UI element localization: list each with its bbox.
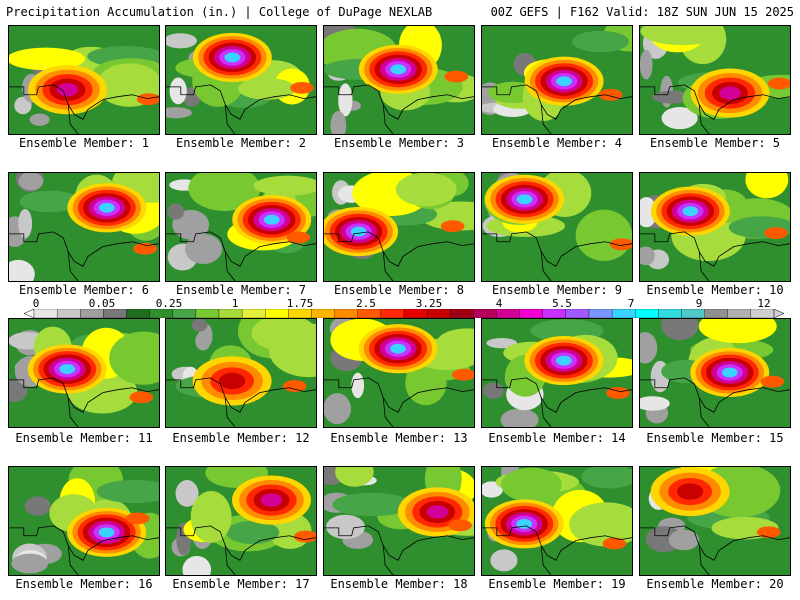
ensemble-member-map [481, 318, 633, 428]
legend-tick-label: 0.25 [155, 297, 183, 310]
ensemble-member-map [165, 318, 317, 428]
legend-swatch [403, 309, 428, 318]
ensemble-member-label: Ensemble Member: 20 [646, 577, 784, 591]
model-valid-time: 00Z GEFS | F162 Valid: 18Z SUN JUN 15 20… [490, 5, 794, 19]
ensemble-member-label: Ensemble Member: 16 [15, 577, 153, 591]
legend-swatch [126, 309, 150, 318]
legend-tick-label: 4 [495, 297, 503, 310]
legend-tick-label: 2.5 [356, 297, 376, 310]
legend-swatch [311, 309, 335, 318]
legend-swatch [380, 309, 405, 318]
ensemble-member-map [323, 466, 475, 576]
ensemble-member-label: Ensemble Member: 12 [172, 431, 310, 445]
ensemble-member-map [639, 318, 791, 428]
ensemble-member-map [481, 25, 633, 135]
ensemble-member-map [8, 466, 160, 576]
ensemble-member-map [323, 172, 475, 282]
legend-swatch [56, 309, 81, 318]
legend-swatch [611, 309, 636, 318]
legend-swatch [588, 309, 613, 318]
legend-swatch [195, 309, 220, 318]
legend-tick-label: 5.5 [552, 297, 572, 310]
ensemble-member-label: Ensemble Member: 8 [333, 283, 465, 297]
legend-tick-label: 1.75 [286, 297, 314, 310]
legend-swatch [241, 309, 266, 318]
ensemble-member-label: Ensemble Member: 13 [330, 431, 468, 445]
ensemble-member-label: Ensemble Member: 4 [491, 136, 623, 150]
legend-swatch [288, 309, 312, 318]
legend-tick-label: 3.25 [415, 297, 443, 310]
legend-swatch [33, 309, 58, 318]
ensemble-member-map [639, 25, 791, 135]
ensemble-member-label: Ensemble Member: 14 [488, 431, 626, 445]
legend-swatch [265, 309, 289, 318]
ensemble-member-map [481, 172, 633, 282]
legend-swatch [519, 309, 543, 318]
legend-swatch [496, 309, 520, 318]
legend-tick-label: 0.05 [88, 297, 116, 310]
ensemble-member-label: Ensemble Member: 11 [15, 431, 153, 445]
ensemble-member-map [481, 466, 633, 576]
legend-swatch [473, 309, 497, 318]
legend-swatch [103, 309, 127, 318]
legend-swatch [450, 309, 474, 318]
legend-swatch [750, 309, 775, 318]
ensemble-member-label: Ensemble Member: 2 [175, 136, 307, 150]
ensemble-member-label: Ensemble Member: 9 [491, 283, 623, 297]
legend-tick-label: 0 [32, 297, 40, 310]
ensemble-member-label: Ensemble Member: 7 [175, 283, 307, 297]
legend-swatch [172, 309, 197, 318]
ensemble-member-label: Ensemble Member: 5 [649, 136, 781, 150]
ensemble-member-map [8, 25, 160, 135]
legend-swatch [218, 309, 243, 318]
ensemble-member-label: Ensemble Member: 18 [330, 577, 468, 591]
ensemble-member-map [165, 466, 317, 576]
ensemble-member-map [8, 318, 160, 428]
ensemble-member-map [8, 172, 160, 282]
ensemble-member-label: Ensemble Member: 10 [646, 283, 784, 297]
ensemble-member-label: Ensemble Member: 17 [172, 577, 310, 591]
legend-swatch [80, 309, 104, 318]
legend-tick-label: 9 [695, 297, 703, 310]
ensemble-member-map [639, 466, 791, 576]
legend-color-bar [24, 309, 784, 318]
map-title: Precipitation Accumulation (in.) | Colle… [6, 5, 433, 19]
ensemble-member-map [639, 172, 791, 282]
legend-tick-label: 7 [627, 297, 635, 310]
legend-max-arrow [773, 309, 784, 318]
legend-labels: 0 0.05 0.25 1 1.75 2.5 3.25 4 5.5 7 9 12 [24, 297, 784, 310]
legend-swatch [334, 309, 358, 318]
legend-swatch [565, 309, 590, 318]
legend-tick-label: 12 [757, 297, 771, 310]
legend-swatch [727, 309, 752, 318]
legend-swatch [542, 309, 567, 318]
legend-swatch [426, 309, 451, 318]
ensemble-member-map [323, 318, 475, 428]
legend-swatch [681, 309, 705, 318]
ensemble-member-map [165, 172, 317, 282]
legend-min-arrow [24, 309, 35, 318]
legend-swatch [704, 309, 728, 318]
ensemble-member-label: Ensemble Member: 6 [18, 283, 150, 297]
ensemble-member-label: Ensemble Member: 1 [18, 136, 150, 150]
legend-swatch [149, 309, 173, 318]
ensemble-member-label: Ensemble Member: 19 [488, 577, 626, 591]
ensemble-member-map [323, 25, 475, 135]
legend-swatch [357, 309, 382, 318]
ensemble-member-map [165, 25, 317, 135]
legend-swatch [658, 309, 682, 318]
legend-swatch [635, 309, 659, 318]
color-legend: 0 0.05 0.25 1 1.75 2.5 3.25 4 5.5 7 9 12 [24, 297, 784, 319]
ensemble-member-label: Ensemble Member: 3 [333, 136, 465, 150]
legend-tick-label: 1 [231, 297, 239, 310]
ensemble-member-label: Ensemble Member: 15 [646, 431, 784, 445]
